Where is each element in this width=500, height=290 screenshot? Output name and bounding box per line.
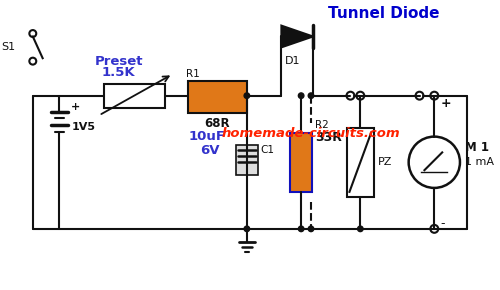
Bar: [346, 128, 374, 197]
Text: C1: C1: [260, 145, 274, 155]
Text: R1: R1: [186, 69, 200, 79]
Text: M 1: M 1: [465, 141, 489, 154]
Text: PZ: PZ: [378, 157, 392, 167]
Circle shape: [308, 226, 314, 232]
Bar: [236, 145, 258, 175]
Text: +: +: [440, 97, 451, 110]
Text: D1: D1: [284, 56, 300, 66]
Circle shape: [244, 93, 250, 98]
Text: 1 mA: 1 mA: [465, 157, 494, 167]
Text: 68R: 68R: [204, 117, 230, 130]
Bar: [290, 133, 312, 192]
Circle shape: [298, 93, 304, 98]
Text: Preset: Preset: [94, 55, 143, 68]
Text: R2: R2: [315, 120, 328, 130]
Circle shape: [358, 226, 363, 232]
Text: +: +: [72, 102, 80, 112]
Text: 6V: 6V: [200, 144, 219, 157]
Polygon shape: [282, 26, 313, 47]
Text: homemade-circuits.com: homemade-circuits.com: [222, 127, 400, 140]
Text: 33R: 33R: [315, 130, 342, 144]
Circle shape: [244, 226, 250, 232]
Circle shape: [308, 93, 314, 98]
Text: S1: S1: [1, 42, 15, 52]
Text: -: -: [440, 218, 444, 231]
Bar: [104, 84, 165, 108]
Bar: [188, 81, 247, 113]
Text: 10uF: 10uF: [189, 130, 226, 143]
Text: 1.5K: 1.5K: [102, 66, 136, 79]
Circle shape: [298, 226, 304, 232]
Text: Tunnel Diode: Tunnel Diode: [328, 6, 440, 21]
Text: 1V5: 1V5: [72, 122, 96, 132]
